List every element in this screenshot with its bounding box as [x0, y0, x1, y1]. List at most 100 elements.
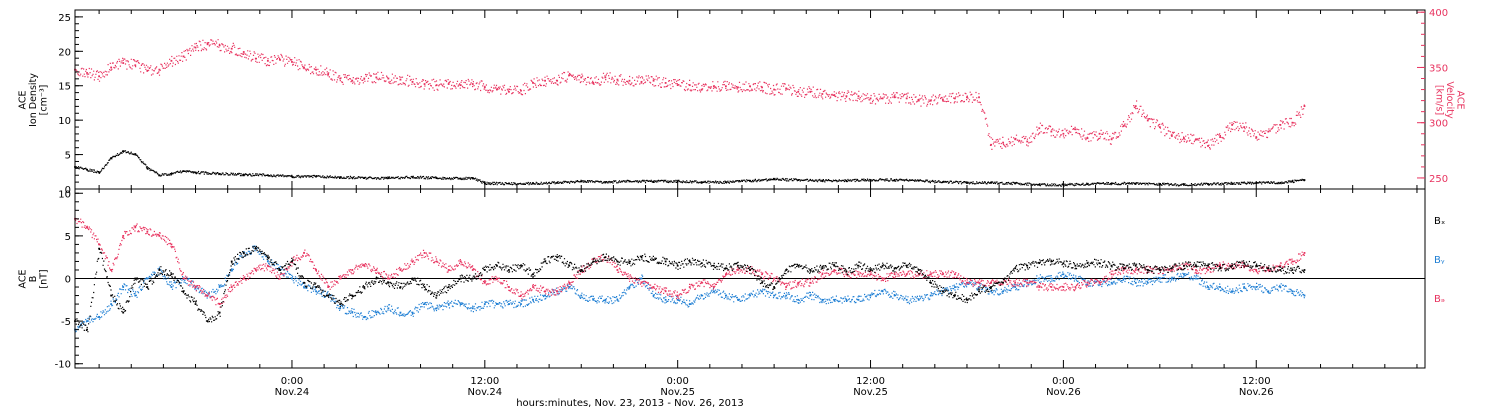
- bz-series-point: [327, 286, 330, 288]
- by-series-point: [568, 286, 571, 288]
- bz-series-point: [459, 260, 462, 263]
- velocity-series-point: [447, 83, 450, 85]
- bz-series-point: [1050, 286, 1053, 288]
- bx-series-point: [869, 269, 872, 271]
- by-series-point: [170, 286, 173, 288]
- by-series-point: [351, 311, 354, 314]
- bx-series-point: [266, 256, 269, 259]
- by-series-point: [1303, 294, 1306, 297]
- velocity-series-point: [1038, 127, 1041, 130]
- bx-series-point: [1255, 264, 1258, 267]
- bx-series-point: [1279, 269, 1282, 271]
- bx-series-point: [773, 286, 776, 288]
- by-series-point: [1170, 277, 1173, 280]
- by-series-point: [375, 311, 378, 314]
- velocity-series-point: [821, 93, 824, 95]
- velocity-tick-label: 300: [1429, 119, 1448, 130]
- velocity-series-point: [954, 97, 956, 100]
- velocity-series-point: [218, 44, 221, 47]
- velocity-series-point: [664, 82, 667, 84]
- by-series-point: [1207, 286, 1209, 288]
- by-series-point: [435, 307, 438, 310]
- velocity-series-point: [640, 80, 643, 83]
- by-series-point: [1267, 290, 1270, 293]
- bx-series-point: [893, 267, 896, 270]
- bz-series-point: [1255, 269, 1258, 271]
- bottom-panel: -10 -5 0 5 10 ACEB[nT] Bₓ Bᵧ Bₔ: [18, 188, 1445, 371]
- by-series-point: [339, 307, 342, 310]
- velocity-series-point: [966, 96, 968, 99]
- bz-series-point: [990, 281, 992, 284]
- bz-series-point: [279, 277, 281, 280]
- velocity-series-point: [471, 83, 474, 85]
- bz-series-point: [1219, 264, 1221, 267]
- velocity-series-point: [1183, 137, 1185, 140]
- velocity-axis: 250 300 350 400: [1417, 8, 1448, 190]
- bz-series-point: [170, 243, 173, 246]
- bx-series-point: [990, 286, 992, 288]
- bz-series-point: [508, 286, 510, 288]
- bx-series-point: [351, 294, 354, 297]
- velocity-series-point: [98, 75, 101, 78]
- velocity-tick-label: 350: [1429, 63, 1448, 74]
- by-series-point: [134, 294, 137, 297]
- bz-series-point: [242, 277, 245, 280]
- by-series-point: [616, 298, 619, 301]
- bx-series-point: [158, 269, 161, 271]
- field-axis-title: ACEB[nT]: [18, 269, 50, 288]
- bx-series-point: [1291, 269, 1294, 271]
- velocity-series-point: [194, 46, 197, 49]
- velocity-series-point: [616, 78, 619, 81]
- density-series-point: [845, 179, 848, 182]
- density-series-point: [170, 172, 173, 175]
- bx-series-point: [447, 286, 450, 288]
- field-axis-title-line: ACE: [18, 270, 29, 289]
- density-tick-label: 15: [58, 82, 71, 93]
- bx-series-point: [423, 286, 426, 288]
- velocity-series-point: [459, 84, 462, 87]
- time-tick-label: 12:00: [470, 376, 499, 387]
- density-series-point: [1303, 179, 1306, 181]
- density-series-point: [1134, 182, 1137, 185]
- bx-series-point: [604, 256, 607, 259]
- velocity-axis-title-line: Velocity: [1444, 81, 1455, 119]
- velocity-series-point: [1122, 125, 1125, 127]
- velocity-series-point: [1134, 105, 1137, 108]
- bx-series-point: [122, 311, 125, 314]
- bz-series-point: [797, 281, 800, 284]
- velocity-series-point: [122, 62, 125, 64]
- by-series-point: [1122, 277, 1125, 280]
- bz-series-point: [917, 273, 920, 276]
- by-series-point: [821, 298, 824, 301]
- time-tick-label: 0:00: [281, 376, 303, 387]
- density-axis-title-line: ACE: [18, 91, 29, 110]
- by-series-point: [1255, 286, 1258, 288]
- by-series-point: [483, 303, 486, 305]
- field-tick-label: 10: [58, 189, 71, 200]
- bz-series-point: [1170, 269, 1173, 271]
- by-series-point: [809, 294, 812, 297]
- by-series-point: [110, 303, 113, 305]
- density-axis-title-line: [cm⁻³]: [38, 85, 49, 116]
- density-series-point: [580, 180, 583, 183]
- density-series-point: [1110, 182, 1113, 185]
- velocity-series-point: [857, 95, 860, 98]
- velocity-series-point: [86, 72, 88, 74]
- by-series-point: [459, 303, 462, 305]
- density-series-point: [604, 181, 607, 184]
- bz-series-point: [833, 269, 836, 271]
- date-tick-label: Nov.25: [853, 387, 888, 398]
- bz-series-point: [375, 269, 378, 271]
- bx-series-point: [435, 294, 438, 297]
- by-series-point: [845, 298, 848, 301]
- velocity-tick-label: 250: [1429, 174, 1448, 185]
- velocity-series-point: [1026, 140, 1029, 143]
- velocity-series-point: [929, 99, 932, 102]
- bx-series-point: [1122, 267, 1125, 270]
- velocity-series-point: [833, 94, 836, 96]
- bz-series-point: [556, 290, 559, 293]
- bx-series-point: [170, 273, 173, 276]
- by-series-point: [1231, 290, 1234, 293]
- bz-series-point: [86, 226, 88, 229]
- bx-series-point: [1050, 260, 1053, 263]
